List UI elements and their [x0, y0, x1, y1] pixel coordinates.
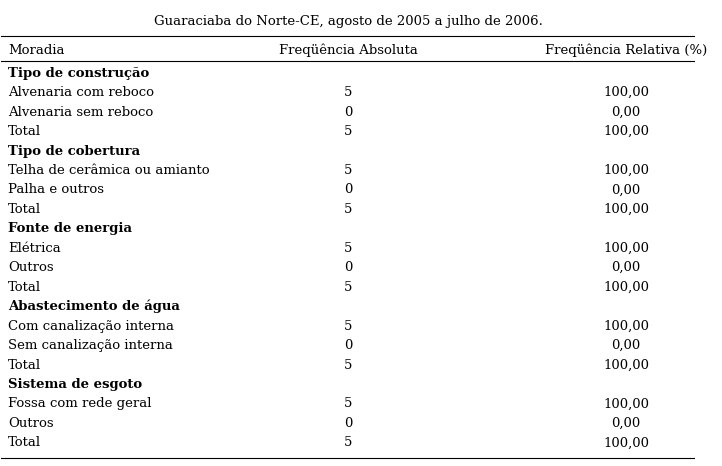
Text: 0,00: 0,00	[612, 106, 640, 119]
Text: 100,00: 100,00	[603, 164, 649, 177]
Text: 100,00: 100,00	[603, 125, 649, 138]
Text: 0,00: 0,00	[612, 184, 640, 197]
Text: Tipo de cobertura: Tipo de cobertura	[9, 144, 141, 158]
Text: 5: 5	[344, 281, 352, 294]
Text: Com canalização interna: Com canalização interna	[9, 320, 174, 333]
Text: Total: Total	[9, 358, 41, 371]
Text: 100,00: 100,00	[603, 242, 649, 255]
Text: 100,00: 100,00	[603, 358, 649, 371]
Text: 0,00: 0,00	[612, 417, 640, 430]
Text: Telha de cerâmica ou amianto: Telha de cerâmica ou amianto	[9, 164, 210, 177]
Text: Outros: Outros	[9, 261, 54, 274]
Text: 5: 5	[344, 164, 352, 177]
Text: Sem canalização interna: Sem canalização interna	[9, 339, 173, 352]
Text: 0: 0	[344, 339, 352, 352]
Text: 100,00: 100,00	[603, 397, 649, 411]
Text: Guaraciaba do Norte-CE, agosto de 2005 a julho de 2006.: Guaraciaba do Norte-CE, agosto de 2005 a…	[154, 15, 543, 28]
Text: 5: 5	[344, 242, 352, 255]
Text: 0,00: 0,00	[612, 261, 640, 274]
Text: Total: Total	[9, 436, 41, 449]
Text: 0,00: 0,00	[612, 339, 640, 352]
Text: 100,00: 100,00	[603, 436, 649, 449]
Text: 5: 5	[344, 397, 352, 411]
Text: 5: 5	[344, 125, 352, 138]
Text: Alvenaria sem reboco: Alvenaria sem reboco	[9, 106, 154, 119]
Text: Total: Total	[9, 281, 41, 294]
Text: 5: 5	[344, 358, 352, 371]
Text: 100,00: 100,00	[603, 281, 649, 294]
Text: Fossa com rede geral: Fossa com rede geral	[9, 397, 152, 411]
Text: Sistema de esgoto: Sistema de esgoto	[9, 378, 142, 391]
Text: Outros: Outros	[9, 417, 54, 430]
Text: 100,00: 100,00	[603, 320, 649, 333]
Text: 0: 0	[344, 106, 352, 119]
Text: Freqüência Relativa (%): Freqüência Relativa (%)	[545, 43, 707, 57]
Text: Total: Total	[9, 125, 41, 138]
Text: 5: 5	[344, 436, 352, 449]
Text: 5: 5	[344, 203, 352, 216]
Text: Elétrica: Elétrica	[9, 242, 61, 255]
Text: Fonte de energia: Fonte de energia	[9, 222, 132, 235]
Text: Moradia: Moradia	[9, 43, 65, 56]
Text: Freqüência Absoluta: Freqüência Absoluta	[279, 43, 418, 57]
Text: 100,00: 100,00	[603, 86, 649, 99]
Text: 0: 0	[344, 184, 352, 197]
Text: 5: 5	[344, 86, 352, 99]
Text: 5: 5	[344, 320, 352, 333]
Text: 100,00: 100,00	[603, 203, 649, 216]
Text: Palha e outros: Palha e outros	[9, 184, 105, 197]
Text: 0: 0	[344, 261, 352, 274]
Text: 0: 0	[344, 417, 352, 430]
Text: Alvenaria com reboco: Alvenaria com reboco	[9, 86, 155, 99]
Text: Total: Total	[9, 203, 41, 216]
Text: Abastecimento de água: Abastecimento de água	[9, 300, 180, 314]
Text: Tipo de construção: Tipo de construção	[9, 67, 149, 80]
